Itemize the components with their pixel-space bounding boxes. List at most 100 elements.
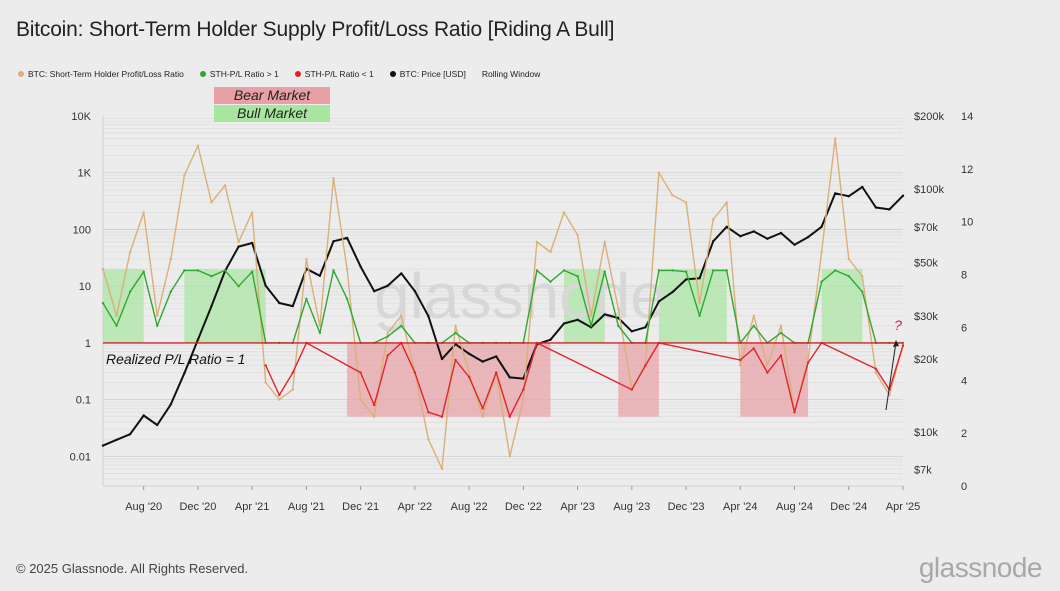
data-point: [766, 237, 769, 240]
data-point: [834, 192, 837, 195]
data-point: [440, 415, 444, 418]
y-price-tick-label: $70k: [914, 222, 938, 234]
data-point: [603, 240, 606, 244]
data-point: [169, 290, 172, 293]
data-point: [440, 467, 444, 471]
data-point: [183, 174, 186, 177]
data-point: [332, 177, 335, 180]
x-tick-label: Dec '22: [505, 501, 542, 513]
data-point: [806, 235, 810, 239]
legend-dot: [18, 71, 24, 77]
y-left-tick-label: 100: [73, 224, 91, 236]
y-price-tick-label: $20k: [914, 354, 938, 366]
legend-label: STH-P/L Ratio > 1: [209, 69, 279, 79]
data-point: [495, 371, 498, 374]
data-point: [549, 338, 552, 341]
y-secondary-tick-label: 8: [961, 270, 967, 282]
data-point: [223, 269, 227, 272]
data-point: [888, 393, 891, 397]
series-group: [101, 137, 905, 471]
legend-item-1[interactable]: STH-P/L Ratio > 1: [199, 69, 279, 79]
data-point: [779, 354, 783, 357]
data-point: [291, 388, 294, 391]
data-point: [766, 371, 769, 374]
data-point: [698, 277, 701, 280]
data-point: [128, 433, 132, 436]
data-point: [373, 290, 376, 293]
data-point: [264, 284, 267, 287]
data-point: [861, 290, 864, 293]
bear-region: [740, 342, 809, 417]
x-tick-label: Apr '23: [560, 501, 595, 513]
data-point: [657, 269, 661, 272]
data-point: [535, 269, 539, 272]
data-point: [115, 324, 118, 327]
data-point: [440, 357, 444, 361]
regime-legend-label: Bear Market: [234, 87, 311, 103]
y-left-tick-label: 0.1: [76, 395, 91, 407]
data-point: [427, 411, 430, 414]
overlay-group: Bear Market Bull Market?: [214, 87, 902, 411]
data-point: [657, 171, 661, 174]
x-tick-label: Apr '25: [886, 501, 921, 513]
y-secondary-tick-label: 2: [961, 428, 967, 440]
data-point: [549, 280, 552, 283]
data-point: [400, 272, 403, 275]
data-point: [684, 201, 688, 204]
data-point: [617, 324, 620, 327]
regime-legend-box: [214, 105, 330, 122]
data-point: [874, 371, 878, 374]
chart-legend: BTC: Short-Term Holder Profit/Loss Ratio…: [18, 67, 540, 81]
data-point: [359, 398, 362, 401]
brand-logo: glassnode: [918, 552, 1043, 583]
data-point: [454, 331, 457, 335]
data-point: [861, 185, 864, 189]
data-point: [576, 233, 579, 237]
data-point: [386, 284, 389, 287]
legend-item-4[interactable]: Rolling Window: [482, 69, 541, 79]
data-point: [630, 388, 633, 391]
data-point: [332, 240, 335, 243]
data-point: [291, 304, 294, 308]
data-point: [806, 361, 810, 364]
y-left-tick-label: 1K: [78, 168, 92, 180]
data-point: [278, 393, 281, 397]
data-point: [264, 381, 267, 384]
data-point: [698, 314, 701, 317]
data-point: [522, 377, 525, 380]
data-point: [739, 358, 742, 362]
data-point: [495, 355, 498, 358]
data-point: [712, 240, 715, 243]
data-point: [278, 398, 281, 401]
data-point: [684, 278, 688, 281]
data-point: [739, 364, 742, 367]
data-point: [142, 414, 145, 417]
bull-region: [658, 269, 727, 343]
data-point: [630, 330, 633, 333]
legend-item-2[interactable]: STH-P/L Ratio < 1: [294, 69, 374, 79]
legend-item-0[interactable]: BTC: Short-Term Holder Profit/Loss Ratio: [18, 69, 184, 79]
data-point: [522, 398, 525, 401]
data-point: [169, 403, 172, 406]
legend-item-3[interactable]: BTC: Price [USD]: [389, 69, 466, 79]
data-point: [739, 235, 742, 238]
data-point: [237, 285, 240, 288]
data-point: [318, 324, 322, 327]
data-point: [820, 225, 823, 228]
data-point: [725, 269, 728, 272]
legend-label: BTC: Short-Term Holder Profit/Loss Ratio: [28, 69, 184, 79]
data-point: [522, 388, 525, 391]
data-point: [115, 438, 118, 441]
legend-dot: [294, 71, 301, 77]
y-price-tick-label: $100k: [914, 184, 944, 196]
x-tick-label: Aug '20: [125, 501, 162, 513]
data-point: [359, 265, 362, 268]
data-point: [617, 307, 620, 310]
data-point: [712, 218, 715, 221]
data-point: [373, 415, 376, 418]
y-price-tick-label: $10k: [914, 427, 938, 439]
data-point: [332, 269, 335, 272]
data-point: [305, 297, 308, 300]
y-price-tick-label: $30k: [914, 311, 938, 323]
